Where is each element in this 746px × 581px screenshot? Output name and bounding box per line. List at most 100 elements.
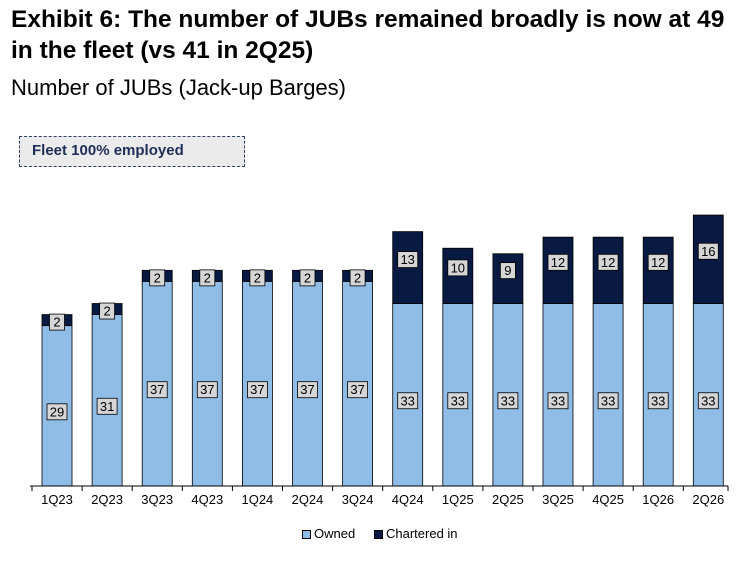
label-chartered-2q26-text: 16 bbox=[701, 244, 715, 259]
legend-label-chartered-in: Chartered in bbox=[386, 526, 458, 541]
legend-label-owned: Owned bbox=[314, 526, 356, 541]
label-chartered-1q23-box bbox=[49, 313, 65, 331]
label-owned-2q24-box bbox=[297, 381, 318, 399]
label-chartered-1q25: 10 bbox=[447, 259, 469, 277]
x-tick-label-2q25: 2Q25 bbox=[492, 492, 524, 507]
x-tick-label-1q26: 1Q26 bbox=[642, 492, 674, 507]
label-chartered-3q24-box bbox=[349, 269, 366, 287]
legend-swatch-chartered-in bbox=[374, 530, 383, 539]
chart-title: Exhibit 6: The number of JUBs remained b… bbox=[11, 6, 725, 64]
label-owned-2q25: 33 bbox=[497, 392, 519, 410]
label-chartered-4q24-box bbox=[397, 251, 419, 268]
label-owned-1q24: 37 bbox=[246, 381, 268, 399]
label-chartered-1q25-text: 10 bbox=[451, 260, 465, 275]
label-owned-4q24-text: 33 bbox=[400, 393, 414, 408]
label-chartered-2q23-text: 2 bbox=[103, 304, 110, 319]
label-chartered-4q25: 12 bbox=[597, 253, 619, 271]
label-chartered-1q25-box bbox=[447, 259, 469, 277]
label-chartered-3q25: 12 bbox=[547, 253, 569, 271]
label-owned-2q23-box bbox=[96, 397, 118, 415]
label-chartered-3q25-box bbox=[547, 253, 569, 271]
label-chartered-2q24-box bbox=[299, 269, 316, 287]
label-owned-3q24: 37 bbox=[347, 381, 369, 399]
label-owned-2q25-box bbox=[497, 392, 519, 410]
chart-subtitle: Number of JUBs (Jack-up Barges) bbox=[11, 75, 346, 100]
label-chartered-1q26: 12 bbox=[647, 253, 669, 271]
label-owned-3q23-text: 37 bbox=[150, 382, 164, 397]
label-chartered-1q23-text: 2 bbox=[53, 315, 60, 330]
label-chartered-1q26-text: 12 bbox=[651, 255, 665, 270]
label-owned-1q25-box bbox=[447, 392, 469, 410]
label-owned-4q24-box bbox=[397, 392, 419, 410]
label-chartered-2q26: 16 bbox=[697, 242, 719, 260]
label-owned-1q24-box bbox=[246, 381, 268, 399]
fleet-employed-annotation: Fleet 100% employed bbox=[19, 136, 245, 167]
label-owned-3q25-text: 33 bbox=[551, 393, 565, 408]
label-owned-2q23: 31 bbox=[96, 397, 118, 415]
label-owned-1q26: 33 bbox=[647, 392, 669, 410]
label-chartered-1q24-text: 2 bbox=[254, 270, 261, 285]
label-owned-3q24-box bbox=[347, 381, 369, 399]
label-owned-3q25-box bbox=[547, 392, 569, 410]
label-chartered-4q25-box bbox=[597, 253, 619, 271]
label-owned-2q23-text: 31 bbox=[100, 399, 114, 414]
label-owned-1q24-text: 37 bbox=[250, 382, 264, 397]
label-owned-1q23-text: 29 bbox=[50, 404, 64, 419]
x-tick-label-3q25: 3Q25 bbox=[542, 492, 574, 507]
label-chartered-4q24-text: 13 bbox=[400, 252, 414, 267]
label-chartered-3q25-text: 12 bbox=[551, 255, 565, 270]
x-tick-label-2q24: 2Q24 bbox=[292, 492, 324, 507]
x-tick-label-4q25: 4Q25 bbox=[592, 492, 624, 507]
label-chartered-1q26-box bbox=[647, 253, 669, 271]
x-tick-label-2q23: 2Q23 bbox=[91, 492, 123, 507]
x-tick-label-1q24: 1Q24 bbox=[241, 492, 273, 507]
label-owned-4q23-box bbox=[196, 381, 218, 399]
label-chartered-4q24: 13 bbox=[397, 251, 419, 268]
label-owned-3q23: 37 bbox=[146, 381, 168, 399]
label-chartered-2q24: 2 bbox=[299, 269, 316, 287]
label-chartered-2q25: 9 bbox=[499, 262, 516, 280]
label-owned-1q23-box bbox=[46, 403, 68, 421]
label-chartered-3q24: 2 bbox=[349, 269, 366, 287]
label-chartered-2q26-box bbox=[697, 242, 719, 260]
x-tick-label-4q24: 4Q24 bbox=[392, 492, 424, 507]
legend: Owned Chartered in bbox=[0, 524, 746, 544]
label-owned-1q25: 33 bbox=[447, 392, 469, 410]
label-chartered-2q23-box bbox=[99, 302, 115, 320]
label-chartered-4q23-box bbox=[199, 269, 216, 287]
x-tick-label-3q24: 3Q24 bbox=[342, 492, 374, 507]
label-chartered-2q23: 2 bbox=[99, 302, 115, 320]
label-chartered-2q24-text: 2 bbox=[304, 270, 311, 285]
label-chartered-4q23: 2 bbox=[199, 269, 216, 287]
label-owned-4q23: 37 bbox=[196, 381, 218, 399]
label-chartered-3q23-box bbox=[149, 269, 166, 287]
label-chartered-4q25-text: 12 bbox=[601, 255, 615, 270]
label-owned-1q25-text: 33 bbox=[451, 393, 465, 408]
x-tick-label-1q25: 1Q25 bbox=[442, 492, 474, 507]
label-owned-2q25-text: 33 bbox=[501, 393, 515, 408]
label-owned-4q23-text: 37 bbox=[200, 382, 214, 397]
label-owned-4q25: 33 bbox=[597, 392, 619, 410]
label-owned-4q25-text: 33 bbox=[601, 393, 615, 408]
label-chartered-1q24-box bbox=[249, 269, 266, 287]
legend-item-owned: Owned bbox=[302, 524, 355, 544]
legend-item-chartered-in: Chartered in bbox=[374, 524, 458, 544]
label-owned-2q26-text: 33 bbox=[701, 393, 715, 408]
label-owned-1q23: 29 bbox=[46, 403, 68, 421]
label-chartered-3q23: 2 bbox=[149, 269, 166, 287]
x-tick-label-3q23: 3Q23 bbox=[141, 492, 173, 507]
label-chartered-4q23-text: 2 bbox=[204, 270, 211, 285]
label-owned-1q26-text: 33 bbox=[651, 393, 665, 408]
label-owned-4q25-box bbox=[597, 392, 619, 410]
x-tick-label-1q23: 1Q23 bbox=[41, 492, 73, 507]
x-tick-label-2q26: 2Q26 bbox=[692, 492, 724, 507]
label-owned-4q24: 33 bbox=[397, 392, 419, 410]
label-owned-1q26-box bbox=[647, 392, 669, 410]
label-owned-2q26: 33 bbox=[697, 392, 719, 410]
label-owned-2q26-box bbox=[697, 392, 719, 410]
label-chartered-2q25-text: 9 bbox=[504, 263, 511, 278]
label-owned-3q23-box bbox=[146, 381, 168, 399]
label-chartered-3q23-text: 2 bbox=[154, 270, 161, 285]
label-chartered-2q25-box bbox=[499, 262, 516, 280]
